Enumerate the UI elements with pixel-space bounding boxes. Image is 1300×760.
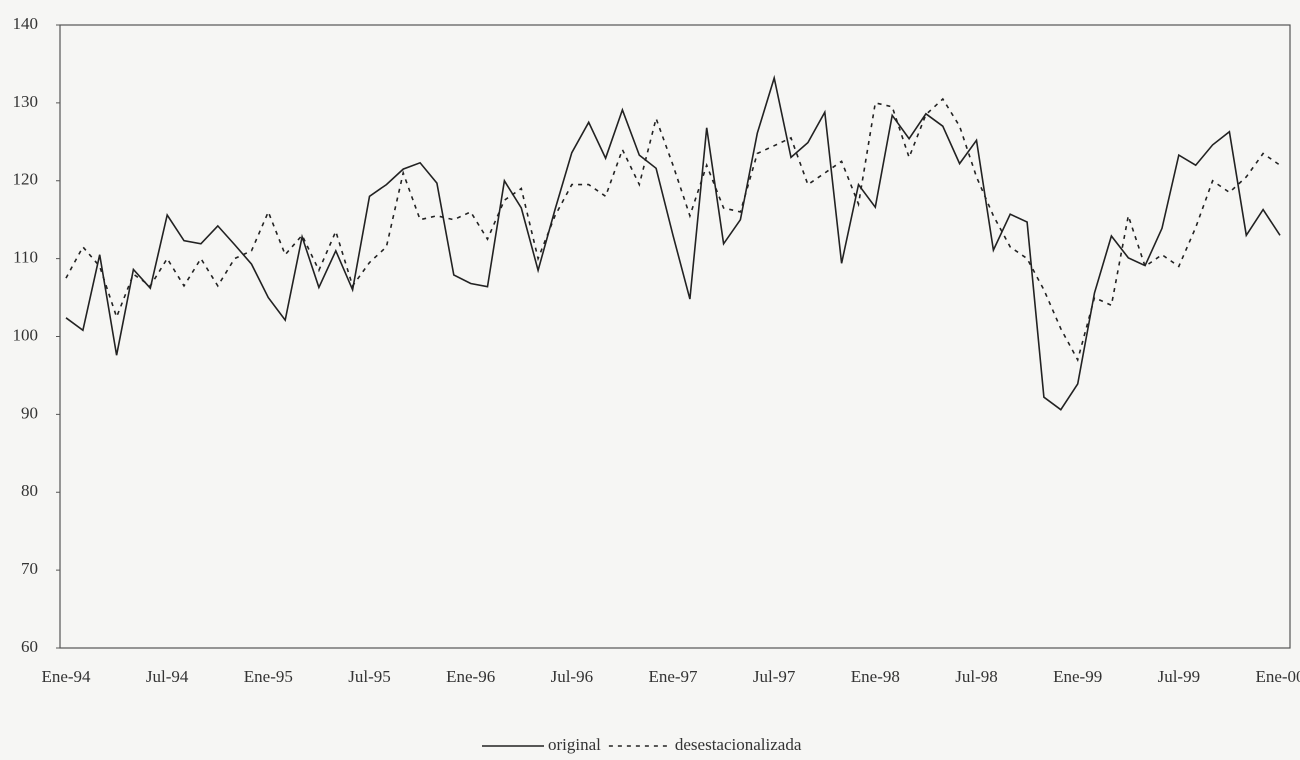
y-tick-label: 70 (21, 559, 38, 578)
x-tick-label: Ene-96 (446, 667, 495, 686)
legend-label: original (548, 735, 601, 754)
y-tick-label: 120 (13, 170, 39, 189)
x-tick-label: Ene-98 (851, 667, 900, 686)
x-tick-label: Ene-94 (41, 667, 91, 686)
x-tick-label: Ene-99 (1053, 667, 1102, 686)
x-tick-label: Ene-00 (1255, 667, 1300, 686)
y-tick-label: 140 (13, 14, 39, 33)
x-tick-label: Jul-99 (1158, 667, 1201, 686)
x-tick-label: Jul-96 (551, 667, 594, 686)
y-tick-label: 80 (21, 481, 38, 500)
series-line (65, 74, 1281, 411)
x-tick-label: Jul-95 (348, 667, 391, 686)
x-tick-label: Jul-97 (753, 667, 796, 686)
y-tick-label: 110 (13, 248, 38, 267)
y-tick-label: 60 (21, 637, 38, 656)
x-tick-label: Jul-94 (146, 667, 189, 686)
plot-frame (59, 24, 1291, 649)
series-line (65, 97, 1281, 363)
y-tick-label: 90 (21, 403, 38, 422)
x-tick-label: Jul-98 (955, 667, 998, 686)
y-tick-label: 100 (13, 325, 39, 344)
x-tick-label: Ene-97 (648, 667, 698, 686)
x-tick-label: Ene-95 (244, 667, 293, 686)
y-tick-label: 130 (13, 92, 39, 111)
legend-label: desestacionalizada (675, 735, 802, 754)
